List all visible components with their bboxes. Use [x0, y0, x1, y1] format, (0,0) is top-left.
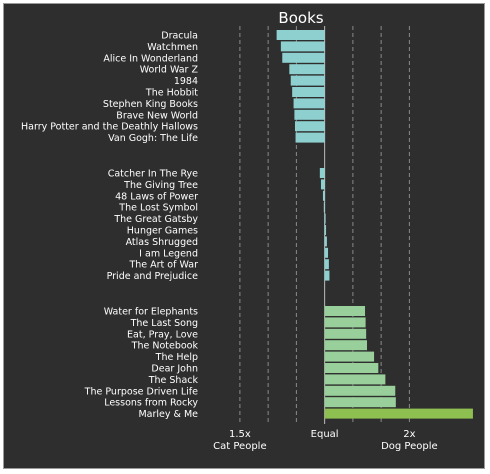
category-label: The Purpose Driven Life	[84, 386, 198, 397]
category-label: The Lost Symbol	[118, 203, 198, 214]
bar	[324, 247, 329, 258]
tick-label: 2x	[403, 429, 415, 440]
bar	[324, 317, 366, 328]
chart-title: Books	[278, 9, 324, 27]
bar	[294, 109, 325, 120]
tick-label: 1.5x	[229, 429, 251, 440]
category-label: Lessons from Rocky	[104, 398, 198, 409]
category-label: Marley & Me	[138, 409, 198, 420]
bar	[324, 213, 326, 224]
category-label: Catcher In The Rye	[108, 169, 198, 180]
bar	[289, 64, 325, 75]
category-label: The Hobbit	[145, 88, 198, 99]
bar	[295, 132, 325, 143]
category-label: Stephen King Books	[103, 99, 198, 110]
category-label: Hunger Games	[127, 226, 198, 237]
bar	[290, 75, 325, 86]
bar	[324, 374, 386, 385]
category-label: Eat, Pray, Love	[127, 329, 198, 340]
bar	[324, 385, 396, 396]
category-label: The Art of War	[128, 260, 198, 271]
category-label: 48 Laws of Power	[115, 191, 198, 202]
category-label: The Giving Tree	[123, 180, 198, 191]
bar	[324, 306, 366, 316]
bar	[324, 340, 368, 351]
bar	[319, 168, 325, 178]
category-label: Alice In Wonderland	[103, 53, 198, 64]
bar	[324, 351, 375, 362]
category-label: 1984	[174, 76, 198, 87]
category-label: Watchmen	[147, 42, 198, 53]
category-label: Pride and Prejudice	[107, 271, 199, 282]
dog-people-label: Dog People	[381, 441, 438, 452]
category-label: The Shack	[148, 375, 199, 386]
bar	[282, 52, 325, 63]
category-label: Dracula	[161, 31, 198, 42]
bar	[324, 270, 330, 281]
category-label: I am Legend	[139, 248, 198, 259]
category-label: The Help	[155, 352, 198, 363]
category-label: The Last Song	[130, 318, 198, 329]
category-label: Van Gogh: The Life	[108, 133, 198, 144]
bar	[324, 363, 379, 373]
bar	[324, 259, 329, 270]
category-label: Brave New World	[116, 110, 198, 121]
category-label: Atlas Shrugged	[126, 237, 198, 248]
category-label: The Great Gatsby	[113, 214, 198, 225]
cat-people-label: Cat People	[213, 441, 266, 452]
category-label: Dear John	[151, 364, 198, 375]
category-label: The Notebook	[131, 341, 199, 352]
bar	[280, 41, 325, 52]
tick-label: Equal	[311, 429, 339, 440]
bar	[323, 202, 325, 213]
category-label: World War Z	[140, 65, 199, 76]
bar	[324, 236, 327, 247]
category-label: Harry Potter and the Deathly Hallows	[21, 122, 198, 133]
bar	[324, 328, 367, 339]
bar	[294, 121, 325, 132]
bar	[322, 190, 325, 201]
category-label: Water for Elephants	[104, 307, 198, 318]
bar	[324, 397, 396, 408]
bar	[292, 87, 325, 97]
bar	[293, 98, 325, 109]
bar	[320, 179, 325, 190]
bar	[276, 30, 325, 40]
bar	[324, 408, 473, 419]
chart-frame: Books Dracula Watchmen Alice In Wonderland…	[3, 3, 485, 469]
bar	[324, 225, 327, 235]
